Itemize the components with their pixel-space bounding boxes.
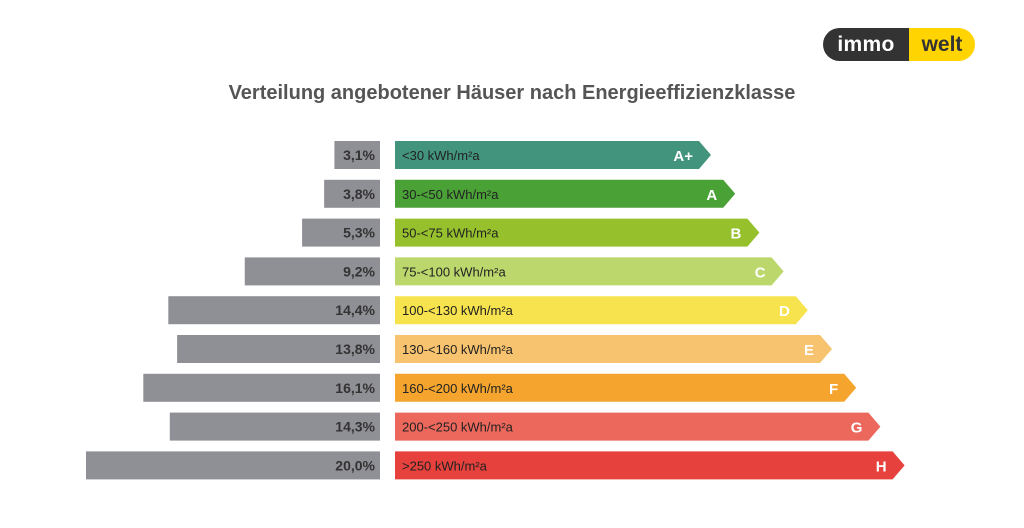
class-arrow	[395, 451, 905, 480]
value-bar	[168, 296, 380, 325]
value-label: 14,4%	[335, 302, 375, 318]
class-arrow	[395, 373, 857, 402]
logo-right: welt	[909, 28, 975, 61]
category-label: 160-<200 kWh/m²a	[402, 381, 514, 396]
category-label: 200-<250 kWh/m²a	[402, 420, 514, 435]
class-letter: A	[706, 187, 717, 204]
class-arrow	[395, 141, 711, 169]
class-arrow	[395, 335, 832, 363]
class-arrow	[395, 296, 808, 325]
category-label: 100-<130 kWh/m²a	[402, 303, 514, 318]
value-bar	[177, 335, 380, 363]
category-label: 30-<50 kWh/m²a	[402, 187, 499, 202]
value-label: 13,8%	[335, 341, 375, 357]
class-arrow	[395, 179, 736, 208]
value-bar	[324, 179, 380, 208]
value-label: 5,3%	[343, 225, 375, 241]
value-bar	[143, 373, 380, 402]
class-letter: B	[731, 226, 742, 243]
value-bar	[334, 141, 380, 169]
value-bar	[86, 451, 380, 480]
category-label: 130-<160 kWh/m²a	[402, 342, 514, 357]
value-label: 3,1%	[343, 147, 375, 163]
class-arrow	[395, 257, 784, 286]
value-label: 20,0%	[335, 457, 375, 473]
category-label: >250 kWh/m²a	[402, 458, 488, 473]
value-label: 14,3%	[335, 419, 375, 435]
chart-title: Verteilung angebotener Häuser nach Energ…	[228, 82, 796, 104]
class-arrow	[395, 412, 881, 441]
class-arrow	[395, 218, 760, 247]
class-letter: D	[779, 303, 790, 320]
category-label: 50-<75 kWh/m²a	[402, 226, 499, 241]
value-bar	[302, 218, 380, 247]
class-letter: C	[755, 264, 766, 281]
value-bar	[244, 257, 380, 286]
value-bar	[169, 412, 380, 441]
class-letter: E	[804, 342, 814, 359]
category-label: 75-<100 kWh/m²a	[402, 264, 506, 279]
value-label: 16,1%	[335, 380, 375, 396]
logo-left: immo	[823, 28, 909, 61]
value-label: 9,2%	[343, 263, 375, 279]
class-letter: F	[829, 381, 838, 398]
category-label: <30 kWh/m²a	[402, 148, 480, 163]
immowelt-logo: immo welt	[823, 28, 975, 61]
value-label: 3,8%	[343, 186, 375, 202]
class-letter: G	[851, 420, 863, 437]
class-letter: A+	[673, 148, 693, 165]
class-letter: H	[876, 458, 887, 475]
